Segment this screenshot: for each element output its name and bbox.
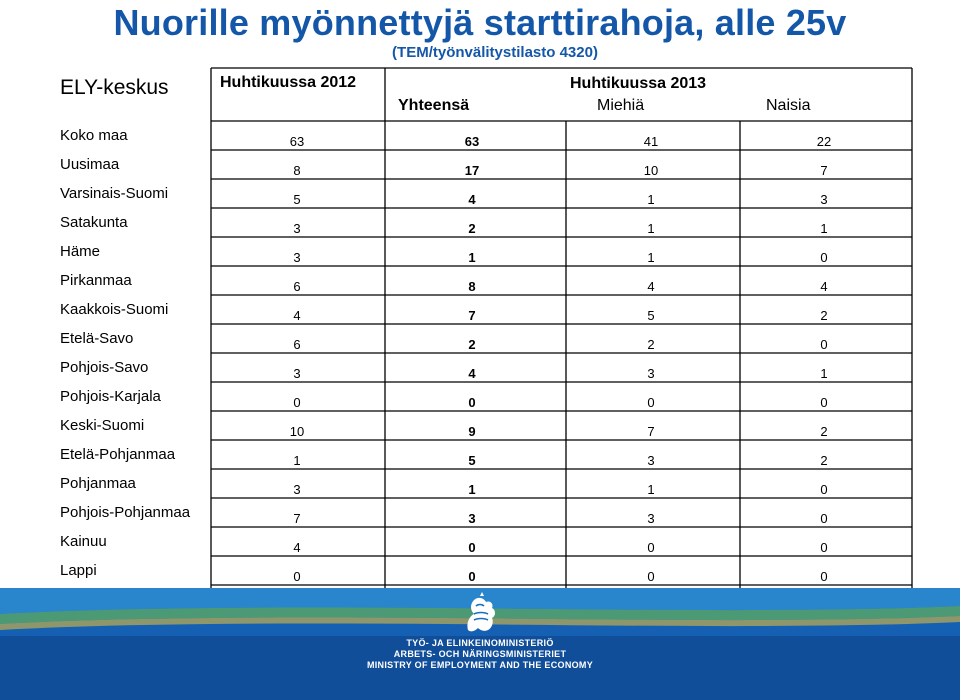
value-total: 1 <box>468 250 476 265</box>
value-women: 1 <box>820 221 828 236</box>
value-men: 3 <box>647 366 655 381</box>
value-total: 0 <box>468 540 476 555</box>
value-men: 3 <box>647 511 655 526</box>
value-2012: 10 <box>289 424 305 439</box>
value-total: 17 <box>464 163 480 178</box>
value-2012: 4 <box>293 308 301 323</box>
value-men: 0 <box>647 569 655 584</box>
value-total: 63 <box>464 134 480 149</box>
value-men: 1 <box>647 192 655 207</box>
value-total: 4 <box>468 192 476 207</box>
value-men: 4 <box>647 279 655 294</box>
footer-line-fi: TYÖ- JA ELINKEINOMINISTERIÖ <box>406 638 554 648</box>
value-2012: 3 <box>293 250 301 265</box>
footer-line-sv: ARBETS- OCH NÄRINGSMINISTERIET <box>393 649 567 659</box>
value-men: 1 <box>647 482 655 497</box>
value-total: 1 <box>468 482 476 497</box>
value-2012: 8 <box>293 163 301 178</box>
value-total: 7 <box>468 308 476 323</box>
value-total: 0 <box>468 395 476 410</box>
value-2012: 1 <box>293 453 301 468</box>
value-2012: 6 <box>293 337 301 352</box>
value-women: 22 <box>816 134 832 149</box>
header-women: Naisia <box>766 97 811 114</box>
value-men: 10 <box>643 163 659 178</box>
value-women: 3 <box>820 192 828 207</box>
value-2012: 3 <box>293 482 301 497</box>
value-men: 41 <box>643 134 659 149</box>
region-label: Varsinais-Suomi <box>60 185 169 202</box>
value-total: 0 <box>468 569 476 584</box>
value-men: 3 <box>647 453 655 468</box>
region-label: Koko maa <box>60 127 128 144</box>
value-women: 7 <box>820 163 828 178</box>
value-women: 0 <box>820 569 828 584</box>
region-label: Pohjois-Karjala <box>60 388 161 405</box>
value-men: 1 <box>647 250 655 265</box>
region-label: Kaakkois-Suomi <box>60 301 169 318</box>
value-2012: 6 <box>293 279 301 294</box>
region-label: Pohjois-Savo <box>60 359 149 376</box>
value-men: 7 <box>647 424 655 439</box>
value-men: 2 <box>647 337 655 352</box>
region-label: Lappi <box>60 562 97 579</box>
value-women: 2 <box>820 453 828 468</box>
value-total: 4 <box>468 366 476 381</box>
region-label: Kainuu <box>60 533 107 550</box>
region-label: Häme <box>60 243 101 260</box>
region-label: Satakunta <box>60 214 128 231</box>
value-women: 0 <box>820 337 828 352</box>
header-total: Yhteensä <box>398 97 470 114</box>
header-2012: Huhtikuussa 2012 <box>220 74 357 91</box>
value-2012: 63 <box>289 134 305 149</box>
value-total: 8 <box>468 279 476 294</box>
value-2012: 0 <box>293 395 301 410</box>
value-women: 2 <box>820 308 828 323</box>
value-men: 5 <box>647 308 655 323</box>
region-label: Etelä-Savo <box>60 330 134 347</box>
value-women: 1 <box>820 366 828 381</box>
value-women: 0 <box>820 250 828 265</box>
value-women: 4 <box>820 279 828 294</box>
value-total: 2 <box>468 337 476 352</box>
region-label: Pohjois-Pohjanmaa <box>60 504 191 521</box>
value-2012: 0 <box>293 569 301 584</box>
header-2013: Huhtikuussa 2013 <box>570 75 707 92</box>
region-column-header: ELY-keskus <box>60 76 169 99</box>
value-2012: 3 <box>293 221 301 236</box>
value-women: 0 <box>820 511 828 526</box>
value-2012: 4 <box>293 540 301 555</box>
value-women: 0 <box>820 540 828 555</box>
header-men: Miehiä <box>597 97 645 114</box>
value-men: 0 <box>647 540 655 555</box>
value-men: 1 <box>647 221 655 236</box>
region-label: Keski-Suomi <box>60 417 145 434</box>
value-2012: 3 <box>293 366 301 381</box>
value-total: 3 <box>468 511 476 526</box>
finnish-lion-icon <box>467 592 495 632</box>
footer-line-en: MINISTRY OF EMPLOYMENT AND THE ECONOMY <box>366 660 594 670</box>
region-label: Pirkanmaa <box>60 272 132 289</box>
region-label: Pohjanmaa <box>60 475 136 492</box>
value-2012: 5 <box>293 192 301 207</box>
value-women: 2 <box>820 424 828 439</box>
value-women: 0 <box>820 482 828 497</box>
value-men: 0 <box>647 395 655 410</box>
value-total: 5 <box>468 453 476 468</box>
value-2012: 7 <box>293 511 301 526</box>
region-label: Etelä-Pohjanmaa <box>60 446 176 463</box>
region-label: Uusimaa <box>60 156 120 173</box>
value-total: 9 <box>468 424 476 439</box>
page-title: Nuorille myönnettyjä starttirahoja, alle… <box>113 2 847 43</box>
value-total: 2 <box>468 221 476 236</box>
value-women: 0 <box>820 395 828 410</box>
page-subtitle: (TEM/työnvälitystilasto 4320) <box>392 44 598 61</box>
